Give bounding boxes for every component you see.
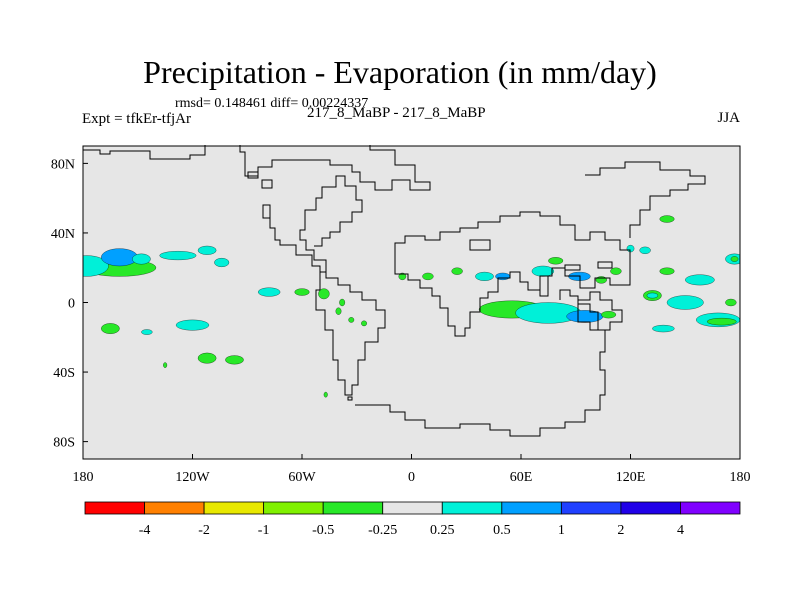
axis-ticks: 180 120W 60W 0 60E 120E 180 80N 40N 0 40S 80S bbox=[51, 157, 751, 485]
anomaly-patch bbox=[323, 391, 328, 398]
anomaly-patch bbox=[258, 287, 281, 297]
colorbar-label: -0.25 bbox=[368, 523, 397, 538]
stats-line: rmsd= 0.148461 diff= 0.00224337 bbox=[175, 96, 369, 111]
anomaly-patch bbox=[214, 258, 230, 268]
chart-title: Precipitation - Evaporation (in mm/day) bbox=[143, 54, 657, 90]
x-tick-label: 60E bbox=[510, 470, 533, 485]
coastline-segment bbox=[394, 211, 631, 337]
anomaly-patch bbox=[707, 317, 737, 326]
colorbar-swatch bbox=[680, 501, 741, 515]
anomaly-patch bbox=[101, 323, 120, 334]
anomaly-patch bbox=[132, 253, 151, 265]
x-tick-label: 120W bbox=[175, 470, 210, 485]
coastline-segment bbox=[262, 204, 271, 219]
colorbar: -4 -2 -1 -0.5 -0.25 0.25 0.5 1 2 4 bbox=[84, 501, 741, 538]
colorbar-label: -0.5 bbox=[312, 523, 334, 538]
coastline-segment bbox=[585, 161, 706, 238]
coastline-segment bbox=[539, 275, 549, 297]
anomaly-patch bbox=[659, 267, 675, 275]
coastline-segment bbox=[247, 171, 259, 179]
anomaly-patches bbox=[83, 215, 740, 398]
anomaly-patch bbox=[610, 267, 622, 275]
y-tick-label: 0 bbox=[68, 297, 75, 312]
anomaly-patch bbox=[475, 271, 494, 281]
anomaly-patch bbox=[601, 311, 617, 319]
y-tick-label: 40S bbox=[53, 366, 75, 381]
colorbar-label: 0.5 bbox=[493, 523, 511, 538]
coastline-segment bbox=[347, 396, 353, 401]
anomaly-patch bbox=[398, 272, 407, 281]
coastline-segment bbox=[82, 145, 206, 160]
anomaly-patch bbox=[666, 295, 704, 310]
anomaly-patch bbox=[197, 352, 217, 364]
anomaly-patch bbox=[548, 257, 564, 265]
colorbar-label: -2 bbox=[198, 523, 210, 538]
anomaly-patch bbox=[652, 324, 675, 333]
anomaly-patch bbox=[646, 292, 659, 299]
anomaly-patch bbox=[318, 288, 330, 300]
colorbar-swatch bbox=[620, 501, 681, 515]
anomaly-patch bbox=[422, 272, 434, 281]
coastline-segment bbox=[564, 264, 581, 271]
x-tick-label: 60W bbox=[288, 470, 316, 485]
x-tick-label: 180 bbox=[730, 470, 751, 485]
anomaly-patch bbox=[725, 298, 737, 307]
anomaly-patch bbox=[451, 267, 463, 275]
coastline-segment bbox=[261, 179, 273, 189]
anomaly-patch bbox=[659, 215, 675, 223]
anomaly-patch bbox=[83, 255, 109, 277]
coastline-segment bbox=[597, 261, 613, 269]
anomaly-patch bbox=[101, 248, 138, 267]
colorbar-swatch bbox=[203, 501, 265, 515]
x-tick-label: 180 bbox=[73, 470, 94, 485]
anomaly-patch bbox=[348, 317, 355, 323]
anomaly-patch bbox=[141, 329, 153, 335]
colorbar-swatch bbox=[263, 501, 324, 515]
anomaly-patch bbox=[361, 320, 367, 327]
colorbar-swatch bbox=[560, 501, 622, 515]
x-tick-label: 120E bbox=[616, 470, 646, 485]
colorbar-label: -4 bbox=[139, 523, 151, 538]
y-tick-label: 80N bbox=[51, 157, 75, 172]
case-label: 217_8_MaBP - 217_8_MaBP bbox=[307, 105, 486, 121]
anomaly-patch bbox=[163, 362, 168, 368]
colorbar-label: 2 bbox=[617, 523, 624, 538]
colorbar-swatch bbox=[501, 501, 562, 515]
colorbar-swatch bbox=[322, 501, 384, 515]
coastlines bbox=[82, 145, 706, 437]
anomaly-patch bbox=[294, 288, 310, 296]
anomaly-patch bbox=[685, 274, 715, 286]
colorbar-swatch bbox=[441, 501, 503, 515]
anomaly-patch bbox=[531, 265, 555, 277]
anomaly-patch bbox=[639, 246, 651, 254]
experiment-label: Expt = tfkEr-tfjAr bbox=[82, 111, 191, 127]
anomaly-patch bbox=[175, 319, 210, 331]
anomaly-patch bbox=[730, 256, 739, 262]
anomaly-patch bbox=[225, 355, 244, 365]
anomaly-patch bbox=[197, 245, 217, 255]
coastline-segment bbox=[315, 272, 386, 396]
anomaly-patch bbox=[595, 276, 607, 284]
colorbar-swatch bbox=[382, 501, 443, 515]
anomaly-patch bbox=[159, 251, 197, 261]
colorbar-swatch bbox=[84, 501, 145, 515]
coastline-segment bbox=[577, 291, 623, 331]
coastline-segment bbox=[269, 175, 363, 273]
coastline-segment bbox=[469, 239, 491, 251]
y-tick-label: 40N bbox=[51, 227, 75, 242]
anomaly-patch bbox=[335, 307, 342, 315]
colorbar-label: 1 bbox=[558, 523, 565, 538]
map-background bbox=[83, 146, 740, 459]
colorbar-label: -1 bbox=[258, 523, 270, 538]
anomaly-patch bbox=[339, 298, 346, 307]
y-tick-label: 80S bbox=[53, 436, 75, 451]
season-label: JJA bbox=[717, 110, 740, 126]
coastline-segment bbox=[355, 289, 606, 437]
colorbar-swatch bbox=[144, 501, 205, 515]
x-tick-label: 0 bbox=[408, 470, 415, 485]
colorbar-label: 4 bbox=[677, 523, 684, 538]
colorbar-label: 0.25 bbox=[430, 523, 455, 538]
